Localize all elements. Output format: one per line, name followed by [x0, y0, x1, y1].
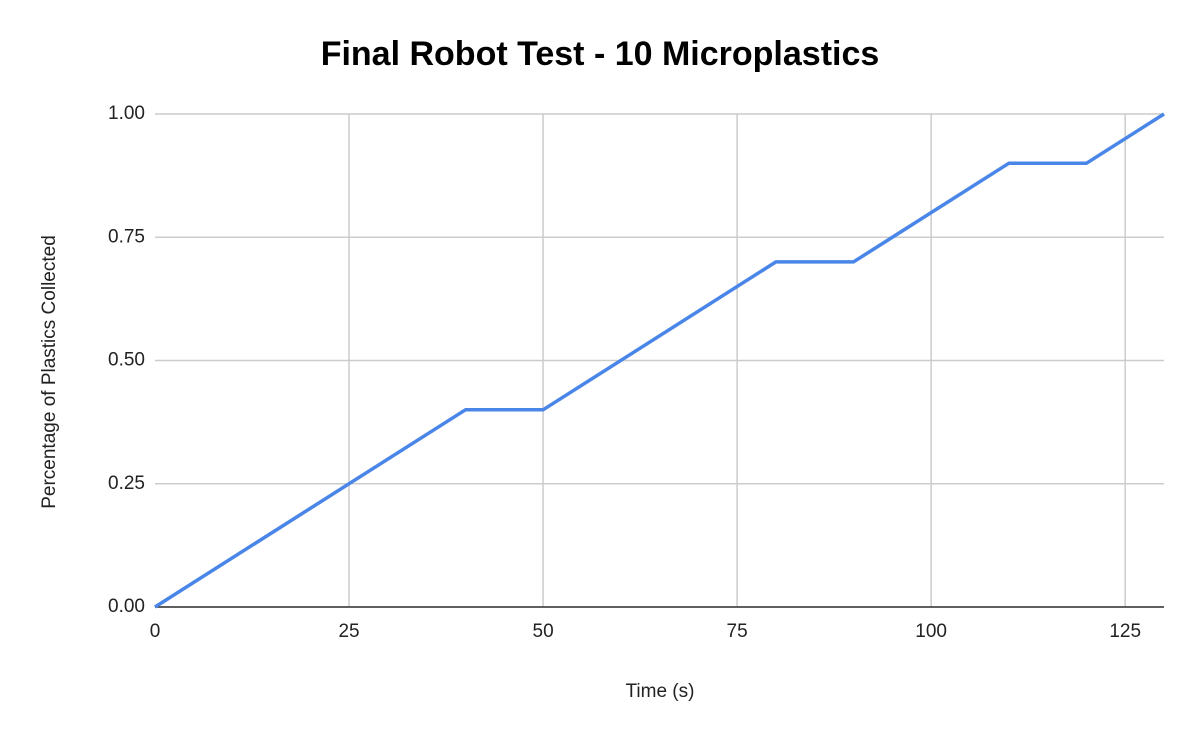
x-tick-label: 25 — [338, 621, 359, 642]
y-tick-label: 0.25 — [108, 473, 145, 494]
y-tick-label: 1.00 — [108, 103, 145, 124]
y-tick-label: 0.50 — [108, 350, 145, 371]
x-tick-label: 100 — [915, 621, 947, 642]
x-tick-label: 125 — [1109, 621, 1141, 642]
x-tick-label: 0 — [150, 621, 161, 642]
x-tick-label: 75 — [727, 621, 748, 642]
x-tick-label: 50 — [533, 621, 554, 642]
x-axis-label: Time (s) — [626, 681, 695, 702]
chart-title: Final Robot Test - 10 Microplastics — [321, 35, 880, 73]
y-tick-label: 0.75 — [108, 226, 145, 247]
y-tick-label: 0.00 — [108, 596, 145, 617]
data-line — [154, 112, 1165, 609]
y-axis-label: Percentage of Plastics Collected — [39, 235, 60, 509]
